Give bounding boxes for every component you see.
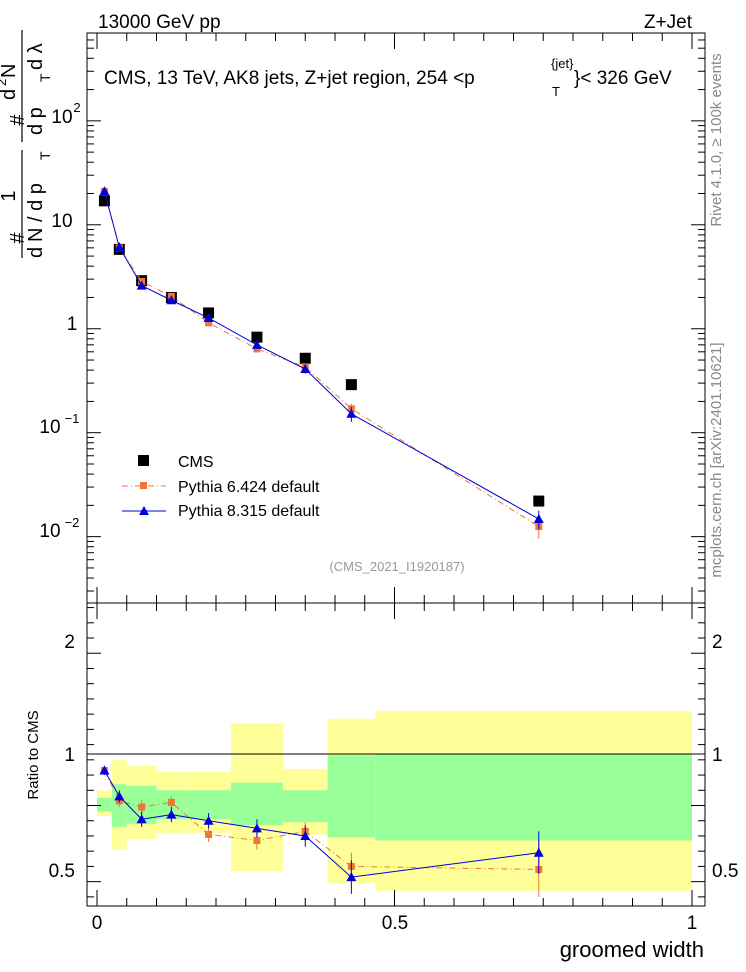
ratio-point-pythia-8-315-default <box>346 872 357 882</box>
data-point-cms <box>251 331 263 343</box>
legend-marker-py8 <box>139 506 149 515</box>
ratio-ticks <box>87 603 705 906</box>
ylabel-hash: # <box>7 232 29 244</box>
ratio-y-axis-label: Ratio to CMS <box>25 710 42 799</box>
legend-marker-py6 <box>140 482 147 489</box>
ylabel-num: 1 <box>0 190 20 201</box>
data-point-pythia-8-315-default <box>136 280 147 290</box>
title-sub: T <box>552 84 560 99</box>
main-series <box>98 186 545 539</box>
main-y-ticklabels: 10 2 10 1 10 −1 10 −2 <box>39 100 80 542</box>
ratio-point-pythia-6-424-default <box>138 803 146 811</box>
ratio-point-pythia-6-424-default <box>205 830 213 838</box>
ylabel-hash2: # <box>7 114 29 126</box>
data-point-cms <box>533 495 545 507</box>
ytick-label-1: 1 <box>67 314 78 335</box>
title-sup: {jet} <box>551 56 574 71</box>
ratio-ytick-left-1: 1 <box>64 745 75 766</box>
ylabel-num2-end: N <box>0 64 20 78</box>
xtick-label-0.5: 0.5 <box>382 913 408 934</box>
data-point-pythia-6-424-default <box>205 319 213 327</box>
header-left: 13000 GeV pp <box>98 12 221 33</box>
ratio-point-pythia-8-315-default <box>251 823 262 833</box>
band-inner <box>282 790 328 823</box>
ratio-point-pythia-6-424-default <box>167 798 175 806</box>
ratio-point-pythia-8-315-default <box>114 791 125 801</box>
ytick-exp-100: 2 <box>73 100 80 115</box>
data-point-cms <box>203 307 215 319</box>
band-inner <box>97 797 112 812</box>
data-point-pythia-8-315-default <box>114 242 125 252</box>
ylabel-den2-end: d λ <box>25 43 47 70</box>
data-point-pythia-6-424-default <box>253 345 261 353</box>
ratio-series <box>99 765 544 897</box>
data-point-pythia-8-315-default <box>203 312 214 322</box>
ytick-exp-0.01: −2 <box>65 515 80 530</box>
main-ticks <box>87 32 705 603</box>
ylabel-den2-sub: T <box>37 73 53 82</box>
ratio-line-pythia-6-424-default <box>103 770 539 870</box>
ytick-label-0.1: 10 <box>39 417 60 438</box>
xtick-label-0: 0 <box>92 913 103 934</box>
data-point-cms <box>98 195 110 207</box>
ratio-point-pythia-8-315-default <box>203 815 214 825</box>
legend: CMS Pythia 6.424 default Pythia 8.315 de… <box>122 454 320 520</box>
data-point-pythia-8-315-default <box>533 513 544 523</box>
ratio-point-pythia-6-424-default <box>253 837 261 845</box>
ratio-frame <box>86 602 706 907</box>
ratio-ytick-left-0.5: 0.5 <box>49 861 75 882</box>
band-inner <box>230 782 283 826</box>
title-text: CMS, 13 TeV, AK8 jets, Z+jet region, 254… <box>104 68 475 89</box>
ratio-point-pythia-8-315-default <box>300 830 311 840</box>
ratio-point-pythia-8-315-default <box>533 847 544 857</box>
series-line-pythia-8-315-default <box>103 191 540 520</box>
ylabel-den-main: N / d p <box>25 183 47 242</box>
rivet-label: Rivet 4.1.0, ≥ 100k events <box>708 53 725 226</box>
ytick-exp-0.1: −1 <box>65 411 80 426</box>
ylabel-den-sub: T <box>37 151 53 160</box>
ylabel-d: d <box>25 247 47 258</box>
ytick-label-10: 10 <box>51 211 72 232</box>
main-y-axis-label: # 1 d N / d p T # d 2 N d p T d λ <box>0 30 53 258</box>
ratio-ytick-left-2: 2 <box>64 632 75 653</box>
data-point-cms <box>345 379 357 391</box>
data-point-pythia-8-315-default <box>166 295 177 305</box>
ratio-point-pythia-8-315-default <box>136 814 147 824</box>
ratio-point-pythia-8-315-default <box>99 765 110 775</box>
band-inner <box>327 755 376 838</box>
mcplots-label: mcplots.cern.ch [arXiv:2401.10621] <box>708 342 725 577</box>
legend-label-py6: Pythia 6.424 default <box>178 479 320 496</box>
data-point-pythia-8-315-default <box>99 186 110 196</box>
ratio-ytick-right-1: 1 <box>712 745 723 766</box>
ytick-label-0.01: 10 <box>39 521 60 542</box>
xtick-label-1: 1 <box>687 913 698 934</box>
watermark: (CMS_2021_I1920187) <box>329 559 464 574</box>
series-line-pythia-6-424-default <box>103 191 540 528</box>
x-axis-label: groomed width <box>560 937 704 962</box>
main-title: CMS, 13 TeV, AK8 jets, Z+jet region, 254… <box>104 56 672 99</box>
data-point-cms <box>299 352 311 364</box>
ratio-x-ticklabels: 0 0.5 1 <box>92 913 698 934</box>
main-panel: 10 2 10 1 10 −1 10 −2 # 1 d N / d p T # … <box>0 30 706 604</box>
ytick-label-100: 10 <box>51 107 72 128</box>
ratio-ytick-right-0.5: 0.5 <box>712 861 738 882</box>
ratio-bands <box>97 711 692 891</box>
legend-label-py8: Pythia 8.315 default <box>178 503 320 520</box>
ylabel-den2: d p <box>25 107 47 135</box>
title-end: }< 326 GeV <box>574 68 672 89</box>
ylabel-num2-sup: 2 <box>0 79 9 86</box>
ratio-panel: 0.5 1 2 0.5 1 2 0 0.5 1 Ratio to CMS gro… <box>25 602 739 962</box>
legend-marker-cms <box>138 455 149 466</box>
legend-label-cms: CMS <box>178 454 214 471</box>
data-point-pythia-8-315-default <box>251 339 262 349</box>
ratio-ytick-right-2: 2 <box>712 632 723 653</box>
band-inner <box>375 753 692 841</box>
data-point-pythia-8-315-default <box>300 364 311 374</box>
ratio-y-ticklabels: 0.5 1 2 0.5 1 2 <box>49 632 739 882</box>
ratio-point-pythia-8-315-default <box>166 809 177 819</box>
header-right: Z+Jet <box>644 12 693 33</box>
ylabel-num2: d <box>0 89 20 100</box>
data-point-pythia-8-315-default <box>346 408 357 418</box>
